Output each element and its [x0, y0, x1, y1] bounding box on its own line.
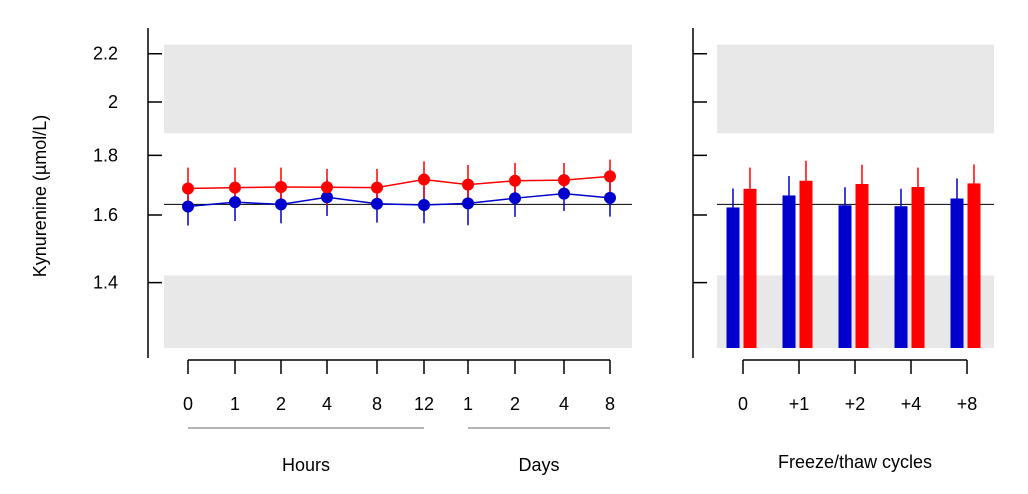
- series-line-blue: [187, 192, 611, 208]
- right-band-0: [717, 44, 994, 134]
- left-y-tick-label: 1.8: [93, 145, 118, 165]
- data-point-red: [509, 174, 521, 187]
- left-x-tick-label: 4: [322, 394, 332, 414]
- series-line-red: [187, 175, 611, 190]
- left-y-tick-label: 1.6: [93, 205, 118, 225]
- reference-bands: [164, 44, 994, 348]
- group-label: Hours: [282, 455, 330, 475]
- bar-blue: [782, 195, 796, 348]
- data-point-red: [229, 181, 241, 194]
- left-x-tick-label: 2: [276, 394, 286, 414]
- data-point-blue: [418, 198, 430, 211]
- data-point-red: [418, 173, 430, 186]
- left-x-tick-label: 1: [463, 394, 473, 414]
- left-x-tick-label: 12: [414, 394, 434, 414]
- x-axis-title-freeze-thaw: Freeze/thaw cycles: [778, 452, 932, 472]
- data-point-blue: [604, 191, 616, 204]
- data-point-red: [371, 181, 383, 194]
- data-point-blue: [182, 200, 194, 213]
- data-point-red: [275, 180, 287, 193]
- bar-blue: [726, 207, 740, 348]
- left-x-tick-label: 1: [230, 394, 240, 414]
- bar-blue: [950, 198, 964, 348]
- data-marks: [164, 159, 994, 348]
- data-point-blue: [275, 198, 287, 211]
- left-y-tick-label: 2.2: [93, 44, 118, 64]
- group-label: Days: [518, 455, 559, 475]
- data-point-blue: [371, 197, 383, 210]
- data-point-red: [321, 181, 333, 194]
- data-point-red: [462, 178, 474, 191]
- data-point-blue: [462, 197, 474, 210]
- left-y-tick-label: 2: [108, 92, 118, 112]
- data-point-red: [604, 170, 616, 183]
- left-x-tick-label: 4: [559, 394, 569, 414]
- right-x-tick-label: 0: [738, 394, 748, 414]
- right-x-tick-label: +2: [845, 394, 866, 414]
- bar-red: [967, 183, 981, 348]
- data-point-blue: [229, 196, 241, 209]
- left-x-tick-label: 2: [510, 394, 520, 414]
- data-point-blue: [321, 191, 333, 204]
- left-y-tick-label: 1.4: [93, 273, 118, 293]
- bar-red: [799, 180, 813, 348]
- left-x-tick-label: 8: [372, 394, 382, 414]
- y-axis-title: Kynurenine (µmol/L): [30, 115, 50, 277]
- bar-red: [911, 186, 925, 348]
- bar-blue: [894, 206, 908, 348]
- left-band-0: [164, 44, 632, 134]
- data-point-blue: [509, 192, 521, 205]
- data-point-blue: [558, 187, 570, 200]
- bar-red: [855, 184, 869, 348]
- left-x-tick-label: 0: [183, 394, 193, 414]
- left-x-tick-label: 8: [605, 394, 615, 414]
- bar-red: [743, 188, 757, 348]
- data-point-red: [558, 174, 570, 187]
- bar-blue: [838, 205, 852, 348]
- right-x-tick-label: +4: [901, 394, 922, 414]
- left-band-1: [164, 275, 632, 348]
- data-point-red: [182, 182, 194, 195]
- right-x-tick-label: +8: [957, 394, 978, 414]
- right-x-tick-label: +1: [789, 394, 810, 414]
